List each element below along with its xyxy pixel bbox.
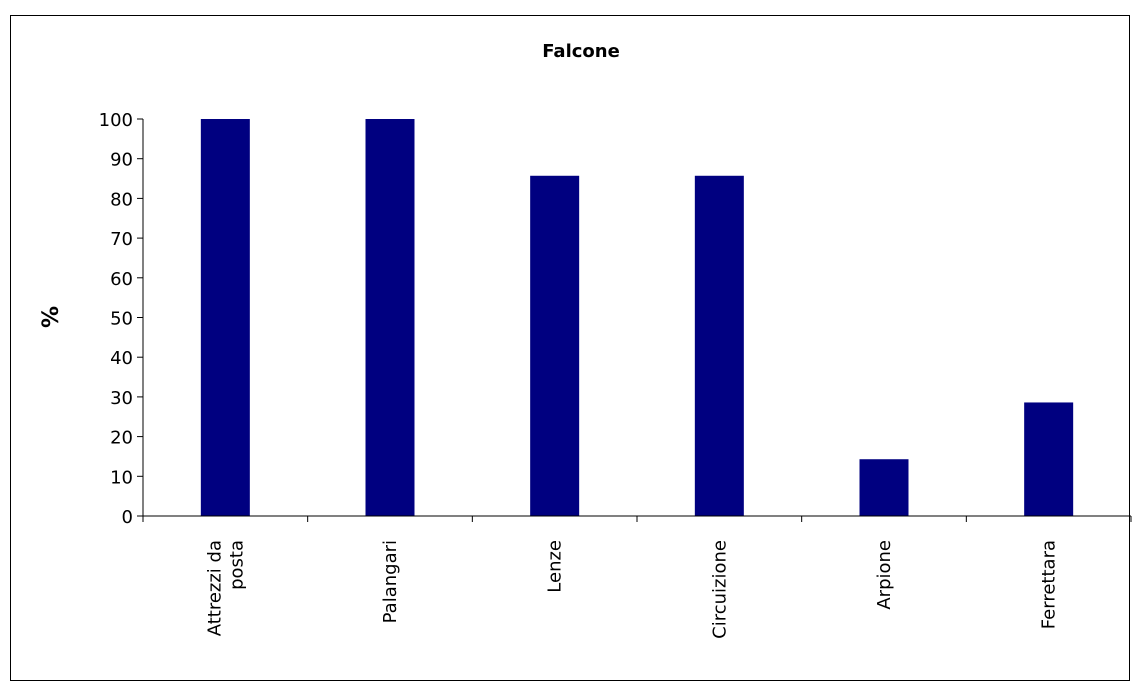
bar [530, 175, 580, 516]
y-tick-label: 10 [110, 467, 133, 488]
y-tick-label: 80 [110, 189, 133, 210]
x-tick-label-line: Circuizione [709, 540, 730, 639]
x-tick-label: Circuizione [709, 540, 730, 639]
bar [694, 175, 744, 516]
x-axis: Attrezzi da posta Palangari Lenze Circuizion… [142, 515, 1132, 639]
y-tick-label: 20 [110, 428, 133, 449]
x-tick-label-line: Attrezzi da [204, 540, 225, 636]
x-tick-label-line: posta [226, 540, 247, 590]
x-tick-label: Palangari [380, 540, 401, 623]
y-axis: 0 10 20 30 40 50 60 70 80 90 100 [99, 110, 144, 528]
y-axis-label: % [39, 306, 64, 328]
x-tick-label: Attrezzi da posta [204, 540, 247, 636]
x-tick-label: Arpione [874, 540, 895, 610]
y-tick-label: 60 [110, 269, 133, 290]
bars [200, 119, 1074, 516]
x-tick-label: Ferrettara [1039, 540, 1060, 629]
x-tick-label-line: Palangari [380, 540, 401, 623]
bar [859, 459, 909, 516]
y-tick-label: 30 [110, 388, 133, 409]
y-tick-label: 70 [110, 229, 133, 250]
bar [1024, 402, 1074, 516]
bar [365, 119, 415, 516]
bar [200, 119, 250, 516]
x-tick-label-line: Arpione [874, 540, 895, 610]
y-tick-label: 90 [110, 150, 133, 171]
x-tick-label: Lenze [545, 540, 566, 593]
x-tick-label-line: Ferrettara [1039, 540, 1060, 629]
y-tick-label: 0 [122, 507, 133, 528]
y-tick-label: 100 [99, 110, 133, 131]
chart-title: Falcone [542, 41, 620, 62]
y-tick-label: 50 [110, 309, 133, 330]
x-tick-label-line: Lenze [545, 540, 566, 593]
y-tick-label: 40 [110, 348, 133, 369]
